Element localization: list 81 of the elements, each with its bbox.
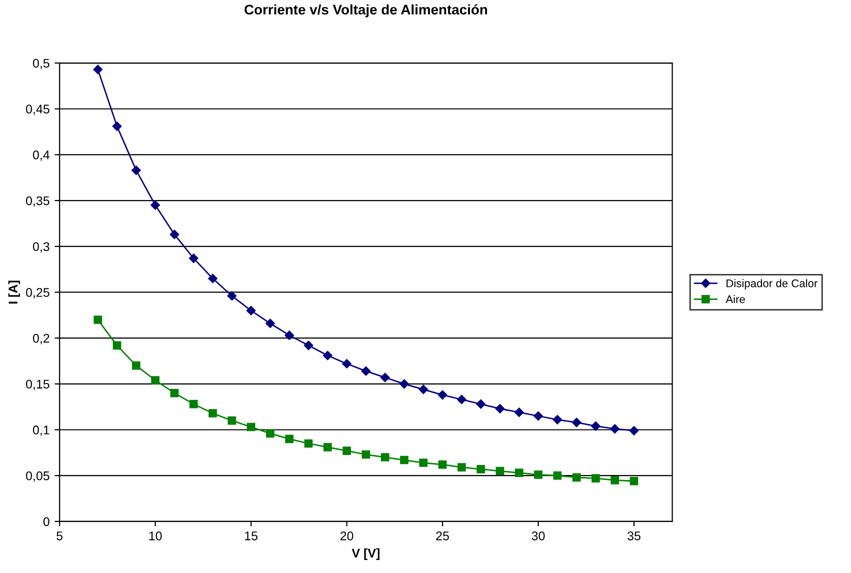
- point: [132, 166, 141, 175]
- point: [553, 471, 562, 480]
- y-tick-label: 0,2: [32, 334, 50, 344]
- y-tick-label: 0,4: [32, 150, 50, 161]
- point: [400, 379, 409, 389]
- point: [246, 422, 256, 432]
- point: [94, 316, 102, 324]
- point: [592, 474, 600, 483]
- point: [495, 404, 505, 414]
- point: [342, 359, 352, 368]
- point: [304, 439, 313, 448]
- point: [496, 466, 504, 476]
- x-tick-label: 5: [56, 532, 63, 540]
- point: [112, 341, 122, 350]
- point: [189, 400, 198, 408]
- point: [419, 458, 428, 467]
- y-tick-label: 0,05: [26, 471, 50, 482]
- point: [150, 200, 160, 210]
- x-tick-label: 35: [628, 531, 640, 540]
- point: [514, 408, 524, 417]
- point: [323, 350, 332, 360]
- point: [361, 366, 371, 376]
- x-tick-label: 25: [436, 531, 449, 540]
- point: [188, 254, 198, 263]
- point: [552, 415, 562, 424]
- point: [284, 330, 294, 340]
- y-axis-title: I [A]: [8, 280, 20, 304]
- y-tick-label: 0,1: [32, 426, 50, 436]
- point: [534, 411, 543, 421]
- x-tick-label: 30: [532, 531, 545, 540]
- y-tick-label: 0,15: [26, 380, 50, 390]
- point: [380, 453, 390, 462]
- y-tick-label: 0,45: [26, 104, 50, 115]
- point: [380, 372, 390, 382]
- y-tick-label: 0,3: [32, 242, 50, 253]
- chart-title: Corriente v/s Voltaje de Alimentación: [244, 4, 488, 18]
- x-tick-label: 10: [149, 531, 162, 540]
- point: [514, 468, 524, 478]
- y-tick-label: 0,5: [32, 58, 50, 70]
- legend-label: Disipador de Calor: [726, 279, 818, 290]
- point: [342, 446, 351, 456]
- point: [418, 384, 428, 394]
- point: [630, 476, 638, 486]
- point: [572, 418, 582, 428]
- y-tick-label: 0: [43, 517, 50, 526]
- point: [610, 476, 620, 484]
- point: [362, 450, 370, 459]
- point: [476, 465, 485, 474]
- point: [208, 409, 217, 418]
- point: [266, 318, 275, 328]
- point: [438, 460, 447, 469]
- y-tick-label: 0,25: [26, 288, 50, 298]
- legend-label: Aire: [726, 295, 745, 304]
- point: [591, 421, 600, 431]
- point: [227, 291, 237, 301]
- point: [246, 306, 256, 316]
- point: [170, 230, 180, 240]
- point: [132, 361, 140, 370]
- x-tick-label: 15: [245, 532, 258, 540]
- point: [610, 424, 620, 434]
- point: [151, 376, 160, 384]
- point: [112, 122, 122, 131]
- x-tick-label: 20: [340, 531, 354, 540]
- point: [457, 394, 466, 404]
- point: [400, 456, 408, 464]
- point: [438, 390, 448, 400]
- point: [629, 426, 639, 436]
- x-axis-title: V [V]: [352, 548, 380, 560]
- point: [572, 473, 581, 482]
- point: [208, 274, 218, 284]
- point: [285, 434, 294, 444]
- point: [304, 340, 314, 350]
- point: [170, 388, 179, 398]
- point: [458, 463, 466, 472]
- point: [323, 443, 332, 452]
- point: [228, 416, 236, 425]
- point: [534, 470, 542, 479]
- point: [476, 399, 486, 409]
- y-tick-label: 0,35: [26, 196, 50, 207]
- point: [266, 429, 274, 438]
- point: [93, 64, 102, 74]
